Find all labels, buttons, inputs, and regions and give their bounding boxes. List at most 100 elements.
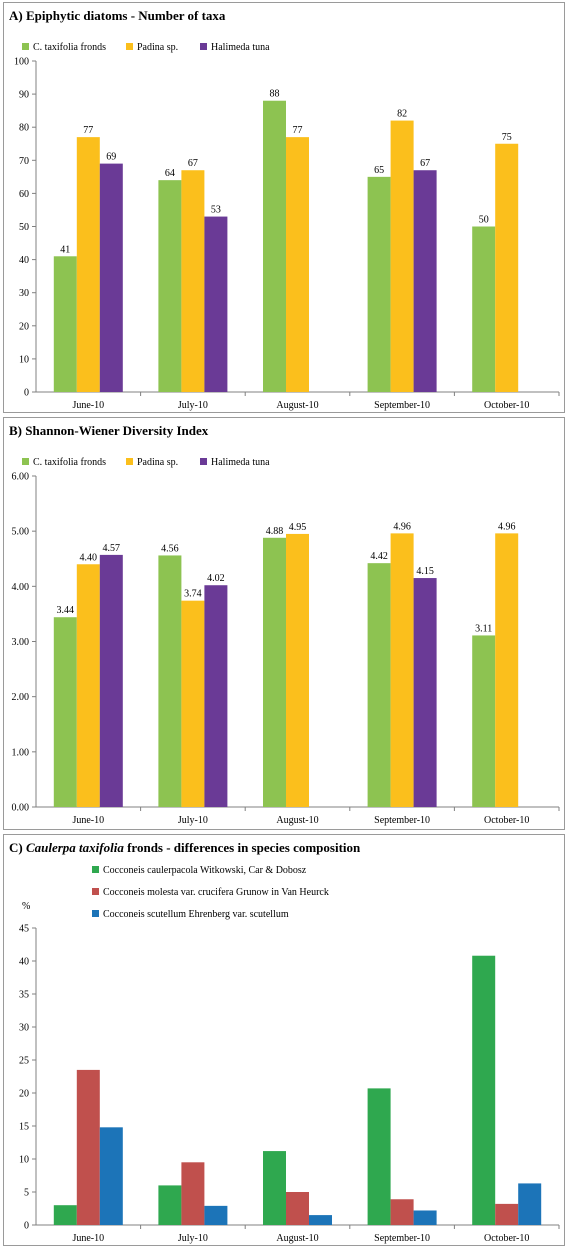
bar — [390, 120, 414, 392]
y-tick-label: 10 — [19, 354, 29, 365]
bar — [53, 1205, 77, 1225]
legend-entry: Halimeda tuna — [211, 42, 270, 53]
legend-entry: Cocconeis scutellum Ehrenberg var. scute… — [103, 909, 289, 920]
data-label: 64 — [165, 168, 175, 179]
bar — [286, 1192, 309, 1225]
bar — [367, 1088, 391, 1225]
x-tick-label: October-10 — [484, 815, 529, 826]
bar — [367, 176, 391, 392]
bar — [76, 1069, 100, 1225]
x-tick-label: August-10 — [276, 1233, 318, 1244]
legend-swatch — [22, 458, 29, 465]
bar — [286, 137, 309, 392]
x-tick-label: September-10 — [374, 1233, 430, 1244]
data-label: 4.42 — [370, 551, 388, 562]
y-tick-label: 0 — [24, 388, 29, 399]
bar — [309, 1215, 332, 1225]
bar — [286, 533, 309, 807]
chart-species-composition: C) Caulerpa taxifolia fronds - differenc… — [9, 840, 560, 1244]
legend-entry: Padina sp. — [137, 457, 178, 468]
bar — [53, 617, 77, 807]
bar — [76, 564, 100, 807]
data-label: 4.40 — [80, 552, 98, 563]
y-tick-label: 40 — [19, 957, 29, 968]
panel-shannon-wiener: B) Shannon-Wiener Diversity Index C. tax… — [3, 417, 565, 830]
y-tick-label: 1.00 — [12, 747, 30, 758]
data-label: 69 — [106, 152, 116, 163]
y-tick-label: 3.00 — [12, 637, 30, 648]
x-tick-label: October-10 — [484, 400, 529, 411]
data-label: 4.88 — [266, 526, 284, 537]
data-label: 88 — [270, 89, 280, 100]
y-tick-label: 80 — [19, 123, 29, 134]
chart-title: A) Epiphytic diatoms - Number of taxa — [9, 8, 226, 23]
data-label: 3.74 — [184, 589, 202, 600]
data-label: 4.56 — [161, 543, 179, 554]
chart-title: C) Caulerpa taxifolia fronds - differenc… — [9, 840, 361, 855]
panel-epiphytic-diatoms: A) Epiphytic diatoms - Number of taxa C.… — [3, 2, 565, 413]
legend-entry: C. taxifolia fronds — [33, 457, 106, 468]
y-tick-label: 35 — [19, 990, 29, 1001]
y-tick-label: 60 — [19, 189, 29, 200]
bar — [99, 554, 123, 807]
data-label: 4.02 — [207, 573, 225, 584]
bar — [181, 600, 205, 807]
bar — [472, 635, 496, 807]
data-label: 3.44 — [57, 605, 75, 616]
y-tick-label: 50 — [19, 222, 29, 233]
bar — [472, 226, 496, 392]
bar — [390, 533, 414, 807]
y-tick-label: 2.00 — [12, 692, 30, 703]
x-tick-label: September-10 — [374, 400, 430, 411]
data-label: 53 — [211, 205, 221, 216]
bar — [158, 555, 182, 807]
bar — [413, 1210, 437, 1225]
legend-entry: Cocconeis molesta var. crucifera Grunow … — [103, 887, 329, 898]
bar — [204, 1205, 228, 1225]
y-tick-label: 6.00 — [12, 472, 30, 483]
bar — [53, 256, 77, 392]
legend-entry: Padina sp. — [137, 42, 178, 53]
data-label: 4.96 — [393, 521, 411, 532]
y-tick-label: 4.00 — [12, 582, 30, 593]
y-tick-label: 70 — [19, 156, 29, 167]
y-tick-label: 20 — [19, 1089, 29, 1100]
y-tick-label: 10 — [19, 1155, 29, 1166]
bar — [495, 143, 519, 392]
data-label: 50 — [479, 215, 489, 226]
x-tick-label: July-10 — [178, 400, 208, 411]
bar — [495, 1203, 519, 1225]
legend-entry: Cocconeis caulerpacola Witkowski, Car & … — [103, 865, 307, 876]
data-label: 4.57 — [103, 543, 121, 554]
bar — [413, 170, 437, 392]
y-tick-label: 30 — [19, 1023, 29, 1034]
bar — [495, 533, 519, 807]
y-tick-label: 90 — [19, 90, 29, 101]
legend-swatch — [200, 43, 207, 50]
y-tick-label: 5.00 — [12, 527, 30, 538]
x-tick-label: October-10 — [484, 1233, 529, 1244]
legend-swatch — [126, 43, 133, 50]
data-label: 41 — [60, 244, 70, 255]
bar — [263, 100, 286, 392]
y-tick-label: 15 — [19, 1122, 29, 1133]
legend-entry: C. taxifolia fronds — [33, 42, 106, 53]
y-tick-label: 30 — [19, 288, 29, 299]
data-label: 77 — [83, 125, 93, 136]
panel-species-composition: C) Caulerpa taxifolia fronds - differenc… — [3, 834, 565, 1246]
x-tick-label: June-10 — [72, 815, 104, 826]
y-tick-label: 5 — [24, 1188, 29, 1199]
legend-swatch — [200, 458, 207, 465]
data-label: 67 — [188, 158, 198, 169]
bar — [99, 163, 123, 392]
data-label: 82 — [397, 109, 407, 120]
x-tick-label: September-10 — [374, 815, 430, 826]
bar — [263, 537, 286, 807]
data-label: 4.96 — [498, 521, 516, 532]
legend-swatch — [22, 43, 29, 50]
y-axis-label: % — [22, 901, 30, 912]
chart-title: B) Shannon-Wiener Diversity Index — [9, 423, 209, 438]
x-tick-label: August-10 — [276, 815, 318, 826]
x-tick-label: June-10 — [72, 1233, 104, 1244]
bar — [158, 180, 182, 392]
